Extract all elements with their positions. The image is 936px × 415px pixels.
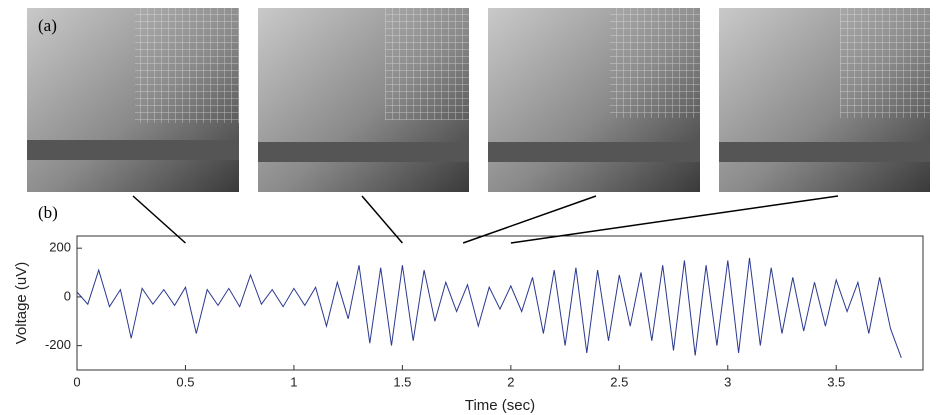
x-tick-label: 1 — [290, 374, 297, 389]
y-tick-label: -200 — [45, 337, 71, 352]
photo — [27, 8, 239, 192]
photo — [719, 8, 930, 192]
x-tick-label: 2 — [507, 374, 514, 389]
frame-link — [361, 195, 403, 244]
signal-trace — [76, 257, 902, 358]
plot-frame — [76, 235, 924, 371]
y-tick-label: 0 — [64, 288, 71, 303]
photos — [27, 8, 930, 192]
y-tick-label: 200 — [49, 240, 71, 255]
frame-link — [132, 195, 186, 244]
photo — [258, 8, 469, 192]
frame-link — [462, 195, 597, 244]
x-tick-label: 0.5 — [176, 374, 194, 389]
photo — [488, 8, 700, 192]
x-tick-label: 3.5 — [827, 374, 845, 389]
panel-label: (b) — [38, 203, 58, 222]
x-axis-label: Time (sec) — [465, 397, 535, 414]
panel-label: (a) — [38, 16, 57, 35]
y-axis-label: Voltage (uV) — [13, 262, 30, 345]
x-tick-label: 1.5 — [393, 374, 411, 389]
frame-link — [510, 195, 839, 244]
x-tick-label: 2.5 — [610, 374, 628, 389]
x-tick-label: 3 — [724, 374, 731, 389]
x-tick-label: 0 — [73, 374, 80, 389]
